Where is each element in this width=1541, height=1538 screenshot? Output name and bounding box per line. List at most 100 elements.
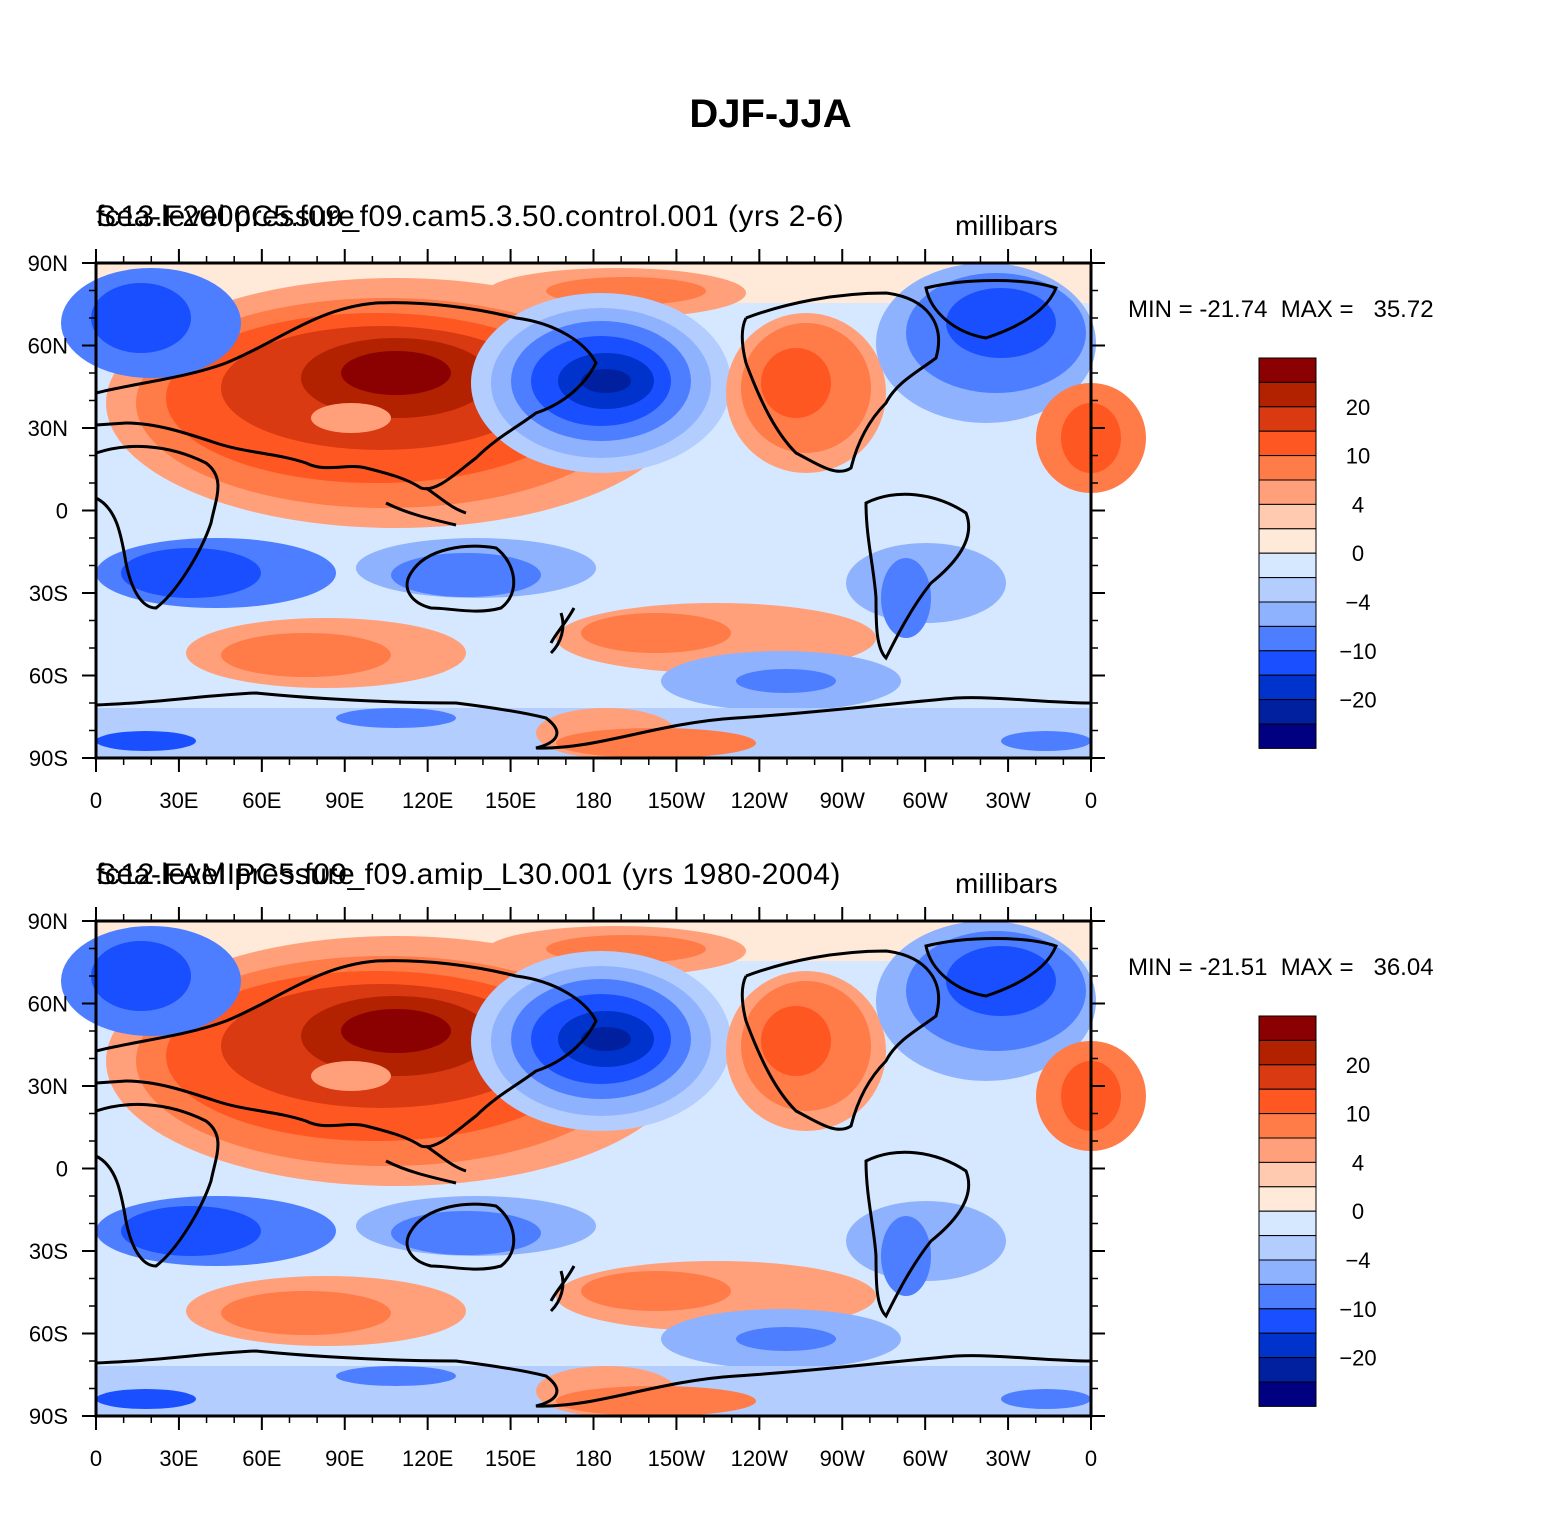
colorbar-box — [1258, 1357, 1317, 1383]
colorbar-tick-label: −4 — [1345, 1248, 1370, 1273]
colorbar-tick-label: 20 — [1346, 1053, 1370, 1078]
colorbar-box — [1258, 674, 1317, 701]
lon-tick-label: 120E — [402, 1446, 453, 1471]
lon-tick-label: 60W — [903, 788, 948, 813]
colorbar-box — [1258, 528, 1317, 554]
lat-tick-label: 30N — [28, 416, 68, 441]
colorbar-box — [1258, 577, 1317, 603]
lon-tick-label: 0 — [1085, 788, 1097, 813]
panel-1-axes: 90N 60N 30N 0 30S 60S 90S 0 30E 60E 90E 120E 150E 180… — [28, 249, 1105, 813]
lon-tick-label: 120E — [402, 788, 453, 813]
panel-2-minmax: MIN = -21.51 MAX = 36.04 — [1128, 954, 1434, 981]
lon-tick-label: 0 — [90, 788, 102, 813]
colorbar-box — [1258, 1332, 1317, 1359]
lon-tick-label: 90E — [325, 1446, 364, 1471]
lat-tick-label: 0 — [56, 1157, 68, 1182]
colorbar-box — [1258, 1186, 1317, 1212]
colorbar-box — [1258, 1210, 1317, 1237]
lon-tick-label: 60E — [242, 1446, 281, 1471]
panel-1-minmax: MIN = -21.74 MAX = 35.72 — [1128, 296, 1434, 323]
colorbar-box — [1258, 650, 1317, 676]
colorbar-tick-label: −4 — [1345, 590, 1370, 615]
colorbar-box — [1258, 601, 1317, 627]
lat-tick-label: 90S — [29, 1404, 68, 1429]
lon-tick-label: 30W — [985, 1446, 1030, 1471]
colorbar-box — [1258, 1064, 1317, 1090]
lon-tick-label: 150E — [485, 1446, 536, 1471]
colorbar-tick-label: 20 — [1346, 395, 1370, 420]
colorbar-tick-label: 10 — [1346, 1102, 1370, 1127]
colorbar-box — [1258, 455, 1317, 481]
lon-tick-label: 90E — [325, 788, 364, 813]
lon-tick-label: 30W — [985, 788, 1030, 813]
colorbar-box — [1258, 723, 1317, 749]
lat-tick-label: 90N — [28, 251, 68, 276]
panel-1-map — [61, 263, 1146, 758]
lon-tick-label: 150W — [648, 1446, 706, 1471]
lat-tick-label: 90S — [29, 746, 68, 771]
colorbar-box — [1258, 1235, 1317, 1261]
lon-tick-label: 180 — [575, 788, 612, 813]
lat-tick-label: 60N — [28, 992, 68, 1017]
lat-tick-label: 60N — [28, 334, 68, 359]
panel-1-colorbar: 20 10 4 0 −4 −10 −20 — [1258, 357, 1377, 749]
colorbar-box — [1258, 552, 1317, 579]
colorbar-tick-label: 4 — [1352, 492, 1364, 517]
colorbar-tick-label: −10 — [1339, 1297, 1376, 1322]
colorbar-box — [1258, 625, 1317, 652]
colorbar-tick-label: 10 — [1346, 444, 1370, 469]
colorbar-box — [1258, 430, 1317, 457]
colorbar-tick-label: −20 — [1339, 1346, 1376, 1371]
colorbar-box — [1258, 1259, 1317, 1285]
colorbar-box — [1258, 479, 1317, 505]
lon-tick-label: 60W — [903, 1446, 948, 1471]
lon-tick-label: 30E — [159, 1446, 198, 1471]
lon-tick-label: 150E — [485, 788, 536, 813]
panel-1-min-value: -21.74 — [1199, 296, 1268, 323]
colorbar-box — [1258, 1308, 1317, 1334]
colorbar-box — [1258, 357, 1317, 383]
colorbar-box — [1258, 503, 1317, 530]
lon-tick-label: 90W — [820, 788, 865, 813]
colorbar-box — [1258, 1381, 1317, 1407]
colorbar-box — [1258, 1015, 1317, 1041]
figure-title: DJF-JJA — [689, 92, 852, 136]
lon-tick-label: 60E — [242, 788, 281, 813]
lon-tick-label: 120W — [731, 788, 789, 813]
lat-tick-label: 30N — [28, 1074, 68, 1099]
colorbar-box — [1258, 1283, 1317, 1310]
lon-tick-label: 90W — [820, 1446, 865, 1471]
lat-tick-label: 60S — [29, 1322, 68, 1347]
colorbar-tick-label: −10 — [1339, 639, 1376, 664]
colorbar-box — [1258, 1161, 1317, 1188]
lon-tick-label: 0 — [90, 1446, 102, 1471]
lat-tick-label: 30S — [29, 581, 68, 606]
colorbar-tick-label: 0 — [1352, 1199, 1364, 1224]
panel-1-units: millibars — [955, 210, 1058, 241]
panel-2-variable-label: Sea-level pressure — [96, 858, 356, 891]
panel-2-min-value: -21.51 — [1199, 954, 1268, 981]
colorbar-box — [1258, 381, 1317, 408]
panel-2-axes: 90N 60N 30N 0 30S 60S 90S 0 30E 60E 90E 120E 150E 180… — [28, 907, 1105, 1471]
panel-2-max-value: 36.04 — [1373, 954, 1434, 981]
lat-tick-label: 0 — [56, 499, 68, 524]
panel-1-variable-label: Sea-level pressure — [96, 200, 356, 233]
lon-tick-label: 120W — [731, 1446, 789, 1471]
colorbar-tick-label: −20 — [1339, 688, 1376, 713]
colorbar-box — [1258, 699, 1317, 725]
colorbar-tick-label: 0 — [1352, 541, 1364, 566]
colorbar-box — [1258, 1088, 1317, 1115]
panel-2-model-label: fc12.FAMIPC5.f09_f09.amip_L30.001 (yrs 1… — [96, 858, 841, 891]
lon-tick-label: 180 — [575, 1446, 612, 1471]
lat-tick-label: 60S — [29, 664, 68, 689]
panel-1-model-label: fc13.F2000C5.f09_f09.cam5.3.50.control.0… — [96, 200, 845, 233]
colorbar-box — [1258, 406, 1317, 432]
lon-tick-label: 30E — [159, 788, 198, 813]
colorbar-box — [1258, 1113, 1317, 1139]
lat-tick-label: 90N — [28, 909, 68, 934]
colorbar-tick-label: 4 — [1352, 1150, 1364, 1175]
panel-2-colorbar: 20 10 4 0 −4 −10 −20 — [1258, 1015, 1377, 1407]
lat-tick-label: 30S — [29, 1239, 68, 1264]
lon-tick-label: 150W — [648, 788, 706, 813]
